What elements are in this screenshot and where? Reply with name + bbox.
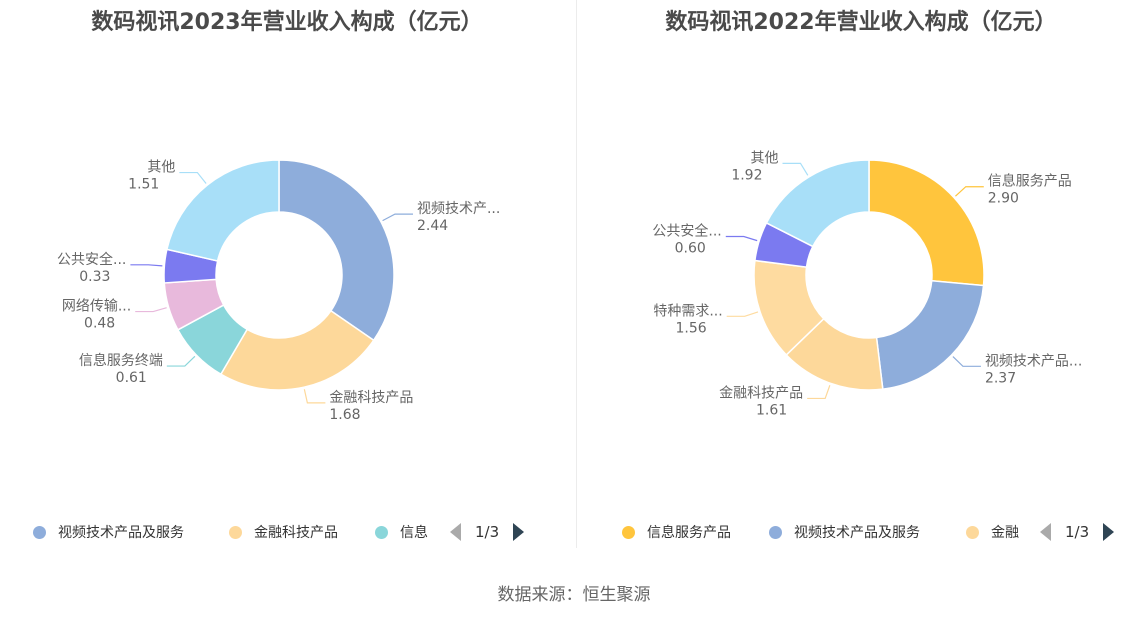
legend-item[interactable]: 金融科技产品 [229,518,338,546]
legend-page-indicator: 1/3 [475,523,500,541]
slice-value-label: 0.60 [675,241,706,257]
label-leader-line [303,389,326,404]
legend-prev-icon[interactable] [1040,523,1051,541]
legend-label: 信息服务产品 [647,525,731,541]
label-leader-line [955,186,984,197]
slice-category-label: 网络传输... [62,299,131,315]
pie-slice[interactable] [219,309,375,391]
slice-category-label: 视频技术产... [417,201,500,217]
label-leader-line [725,235,758,242]
legend-pager: 1/3 [450,518,525,546]
legend-dot-icon [33,525,46,539]
legend-label: 视频技术产品及服务 [58,525,184,541]
legend: 视频技术产品及服务 金融科技产品 信息 1/3 [0,518,574,546]
slice-category-label: 金融科技产品 [329,390,413,406]
slice-category-label: 公共安全... [57,251,126,268]
slice-value-label: 0.61 [116,370,147,386]
legend-dot-icon [966,525,979,539]
pie-slice[interactable] [765,159,870,248]
pie-slice[interactable] [166,159,280,262]
legend-dot-icon [769,525,782,539]
legend-label: 金融科技产品 [254,525,338,541]
slice-category-label: 其他 [750,150,778,166]
label-leader-line [807,385,831,400]
slice-value-label: 1.92 [731,167,762,183]
pie-slice[interactable] [278,159,395,342]
legend-label: 信息 [400,525,428,541]
slice-value-label: 0.33 [79,269,110,285]
donut-chart: 视频技术产...2.44金融科技产品1.68信息服务终端0.61网络传输...0… [57,159,500,423]
legend: 信息服务产品 视频技术产品及服务 金融 1/3 [574,518,1148,546]
label-leader-line [952,356,981,367]
legend-item[interactable]: 视频技术产品及服务 [33,518,184,546]
label-leader-line [382,213,413,222]
legend-next-icon[interactable] [513,523,525,541]
slice-value-label: 2.44 [417,218,448,234]
slice-category-label: 公共安全... [652,223,721,240]
legend-prev-icon[interactable] [450,523,461,541]
slice-value-label: 1.51 [128,177,159,193]
slice-category-label: 信息服务产品 [988,173,1072,190]
slice-value-label: 1.68 [329,407,360,423]
slice-category-label: 视频技术产品... [985,353,1082,369]
chart-panel-2023: 数码视讯2023年营业收入构成（亿元） 视频技术产... 2.44 金融科技产品 1.… [0,0,574,560]
legend-item[interactable]: 信息服务产品 [622,518,731,546]
legend-item[interactable]: 信息 [375,518,437,546]
chart-panel-2022: 数码视讯2022年营业收入构成（亿元） 信息服务产品 2.90 视频技术产品... 2… [574,0,1148,560]
slice-value-label: 1.61 [756,402,787,418]
legend-item[interactable]: 金融 [966,518,1028,546]
chart-title: 数码视讯2022年营业收入构成（亿元） [665,10,1057,35]
label-leader-line [135,307,167,313]
label-leader-line [130,264,163,267]
legend-label: 金融 [991,525,1019,541]
legend-label: 视频技术产品及服务 [794,525,920,541]
pie-slice[interactable] [868,159,985,287]
legend-dot-icon [375,525,388,539]
legend-dot-icon [229,525,242,539]
legend-dot-icon [622,525,635,539]
chart-title: 数码视讯2023年营业收入构成（亿元） [91,10,483,35]
label-leader-line [782,162,809,176]
legend-next-icon[interactable] [1103,523,1115,541]
label-leader-line [166,355,196,367]
pie-slice[interactable] [875,279,985,391]
slice-category-label: 其他 [147,160,175,176]
slice-value-label: 2.90 [988,191,1019,207]
panel-divider [576,0,577,548]
label-leader-line [179,171,207,184]
legend-page-indicator: 1/3 [1065,523,1090,541]
legend-pager: 1/3 [1040,518,1115,546]
label-leader-line [726,311,759,317]
slice-value-label: 0.48 [84,316,115,332]
slice-category-label: 金融科技产品 [719,385,803,401]
data-source: 数据来源：恒生聚源 [497,585,651,605]
slice-category-label: 信息服务终端 [79,352,163,369]
slice-value-label: 1.56 [676,320,707,336]
slice-category-label: 特种需求... [653,303,722,319]
slice-value-label: 2.37 [985,370,1016,386]
legend-item[interactable]: 视频技术产品及服务 [769,518,920,546]
